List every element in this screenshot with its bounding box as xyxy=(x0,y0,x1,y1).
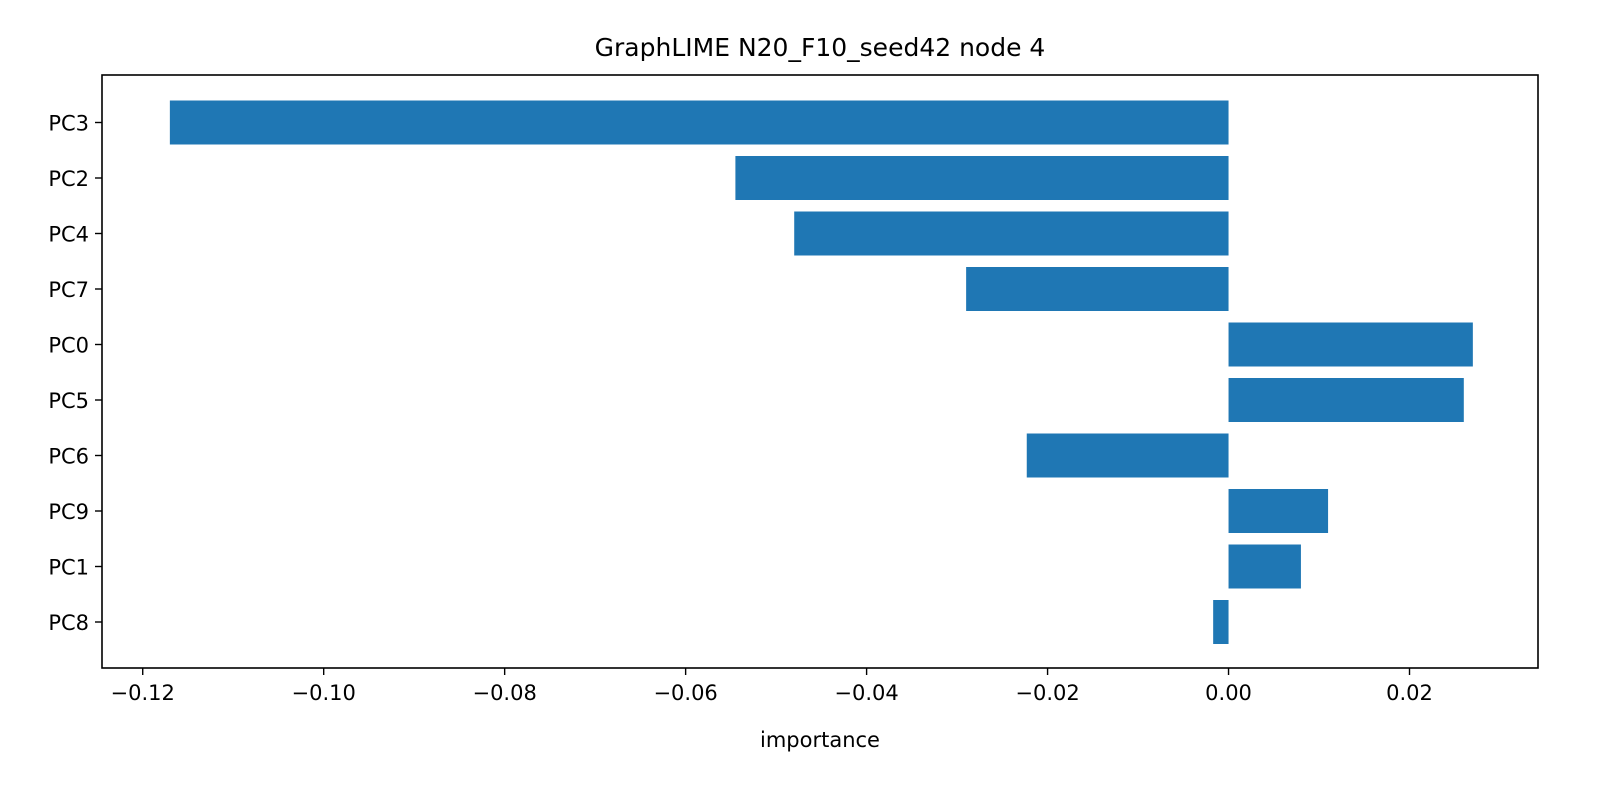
x-tick-label: −0.10 xyxy=(292,681,356,705)
bars-layer xyxy=(169,100,1473,644)
y-tick-label-pc7: PC7 xyxy=(48,278,89,302)
plot-frame xyxy=(101,74,1539,669)
bar-pc4 xyxy=(794,211,1229,256)
y-tick-label-pc5: PC5 xyxy=(48,389,89,413)
bar-pc3 xyxy=(169,100,1229,145)
y-tick-label-pc8: PC8 xyxy=(48,611,89,635)
bar-pc0 xyxy=(1228,322,1473,367)
y-tick-label-pc4: PC4 xyxy=(48,223,89,247)
bar-pc7 xyxy=(966,267,1229,311)
bar-pc8 xyxy=(1213,600,1229,644)
x-tick-label: −0.08 xyxy=(472,681,536,705)
x-tick-label: −0.12 xyxy=(111,681,175,705)
y-tick-label-pc2: PC2 xyxy=(48,167,89,191)
x-tick-label: 0.00 xyxy=(1205,681,1252,705)
bar-pc1 xyxy=(1228,544,1301,589)
y-tick-label-pc0: PC0 xyxy=(48,334,89,358)
x-tick-label: 0.02 xyxy=(1386,681,1433,705)
y-axis: PC3 PC2 PC4 PC7 PC0 PC5 PC6 PC9 PC1 PC8 xyxy=(48,112,102,635)
chart-title: GraphLIME N20_F10_seed42 node 4 xyxy=(595,33,1046,62)
y-tick-label-pc6: PC6 xyxy=(48,445,89,469)
x-tick-label: −0.02 xyxy=(1015,681,1079,705)
x-tick-label: −0.04 xyxy=(834,681,898,705)
x-tick-label: −0.06 xyxy=(653,681,717,705)
y-tick-label-pc3: PC3 xyxy=(48,112,89,136)
y-tick-label-pc1: PC1 xyxy=(48,556,89,580)
bar-pc9 xyxy=(1228,489,1329,533)
bar-pc5 xyxy=(1228,378,1464,422)
bar-pc6 xyxy=(1026,433,1229,478)
y-tick-label-pc9: PC9 xyxy=(48,500,89,524)
x-axis: −0.12 −0.10 −0.08 −0.06 −0.04 −0.02 0.00 0.02 xyxy=(111,668,1433,705)
x-axis-label: importance xyxy=(760,728,880,752)
bar-pc2 xyxy=(735,156,1229,200)
